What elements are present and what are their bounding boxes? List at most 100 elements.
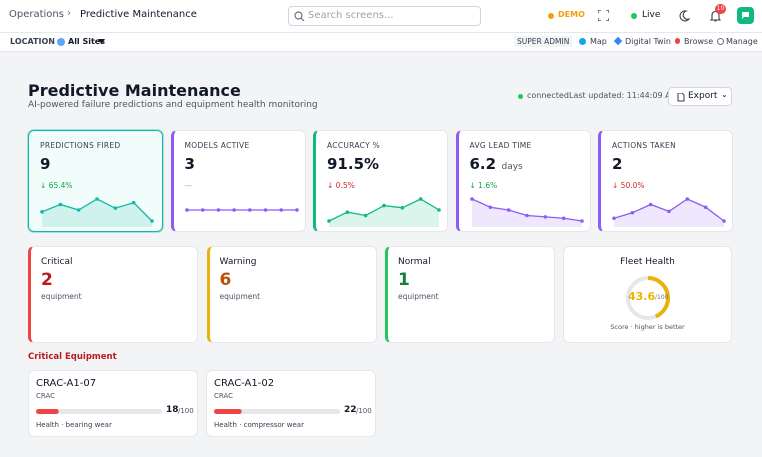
status-unit: equipment [398, 292, 439, 301]
manage-icon [717, 38, 724, 45]
theme-icon[interactable] [679, 10, 690, 22]
sparkline-point [612, 216, 616, 221]
page-subtitle: AI-powered failure predictions and equip… [28, 100, 318, 110]
link[interactable]: Map [590, 37, 607, 46]
kpi-value: 91.5% [327, 155, 380, 173]
link[interactable]: Digital Twin [625, 37, 671, 46]
search[interactable]: Search screens... [288, 6, 481, 26]
sparkline-point [76, 208, 81, 212]
fleet-health-card: Fleet Health 43.6/100 Score · higher is be… [563, 246, 732, 343]
kpi-value: 2 [612, 155, 623, 173]
sparkline-point [150, 219, 154, 223]
kpi-unit: days [501, 162, 523, 172]
separator: › [67, 8, 71, 19]
kpi-label: PREDICTIONS FIRED [40, 141, 121, 150]
health-max: /100 [178, 407, 194, 415]
demo-dot [548, 13, 554, 19]
kpi-delta: ↓ 1.6% [469, 181, 498, 190]
sparkline-point [200, 208, 205, 212]
sparkline-point [506, 208, 510, 212]
status-unit: equipment [219, 292, 261, 301]
sparkline-area [42, 199, 152, 227]
gauge-max: /100 [655, 294, 669, 301]
live-dot [631, 13, 637, 19]
kpi-card[interactable]: ACTIONS TAKEN 2 ↓ 50.0% [598, 130, 733, 232]
gauge-arc [626, 276, 670, 320]
sparkline-point [579, 219, 584, 223]
equipment-card[interactable]: CRAC-A1-02 CRAC 22/100 Health · compressor … [206, 370, 376, 437]
status-value: 6 [219, 270, 232, 290]
globe-icon [57, 38, 65, 46]
kpi-card[interactable]: PREDICTIONS FIRED 9 ↓ 65.4% [28, 130, 163, 232]
chat-button[interactable] [737, 7, 754, 24]
sparkline-point [278, 208, 283, 212]
sparkline-point [113, 206, 118, 210]
status-unit: equipment [41, 292, 82, 301]
sparkline-point [95, 197, 99, 201]
sparkline-point [685, 197, 690, 201]
sparkline [327, 197, 441, 227]
last-updated: Last updated: 11:44:09 AM [569, 91, 678, 100]
sparkline-point [231, 208, 236, 212]
map-icon [579, 38, 586, 45]
sparkline-point [345, 210, 350, 214]
connection-status: connected [527, 91, 569, 100]
kpi-card[interactable]: AVG LEAD TIME 6.2 days ↓ 1.6% [455, 130, 591, 232]
equipment-type: CRAC [36, 392, 56, 400]
sparkline-point [263, 208, 267, 212]
equipment-note: Health · compressor wear [214, 421, 304, 429]
sparkline-point [630, 210, 635, 215]
sparkline [612, 197, 726, 227]
sparkline-point [667, 209, 671, 214]
equipment-name: CRAC-A1-02 [214, 378, 275, 389]
link[interactable]: Browse [684, 37, 714, 46]
export-caret: ⌄ [721, 90, 728, 99]
sparkline-point [418, 197, 423, 201]
equipment-note: Health · bearing wear [36, 421, 112, 429]
sparkline-point [216, 208, 220, 212]
topbar: Operations › Predictive Maintenance Sear… [0, 0, 762, 33]
kpi-card[interactable]: ACCURACY % 91.5% ↓ 0.5% [313, 130, 448, 232]
sparkline-point [648, 202, 653, 207]
health-bar [214, 409, 340, 414]
status-label: Normal [398, 257, 431, 267]
chat-icon [742, 12, 749, 19]
status-dot [518, 94, 523, 99]
export-button[interactable]: Export ⌄ [668, 87, 732, 106]
link[interactable]: Manage [726, 37, 758, 46]
sparkline-point [58, 202, 63, 207]
kpi-card[interactable]: MODELS ACTIVE 3 — [170, 130, 306, 232]
gauge-score: 43.6 [628, 290, 656, 303]
sparkline-point [561, 216, 565, 221]
notification-badge: 10 [715, 4, 726, 14]
sparkline-point [382, 203, 386, 208]
health-bar-track [36, 409, 162, 414]
status-card: Normal 1 equipment [385, 246, 555, 343]
export-label: Export [688, 91, 718, 101]
status-label: Critical [41, 257, 73, 267]
twin-icon [613, 36, 623, 46]
export-icon [677, 93, 685, 102]
health-score: 18 [166, 405, 179, 415]
page-title: Predictive Maintenance [28, 81, 241, 100]
sparkline [184, 208, 299, 212]
caret [98, 39, 105, 44]
breadcrumb[interactable]: Operations [9, 9, 64, 20]
sparkline-point [247, 208, 252, 212]
fullscreen-icon[interactable] [598, 10, 609, 21]
kpi-label: AVG LEAD TIME [469, 141, 532, 150]
equipment-name: CRAC-A1-07 [36, 378, 97, 389]
sparkline-point [469, 197, 474, 201]
gauge [626, 276, 670, 320]
health-score: 22 [344, 405, 357, 415]
section-title: Critical Equipment [28, 352, 117, 362]
status-label: Warning [219, 257, 257, 267]
health-max: /100 [356, 407, 372, 415]
equipment-card[interactable]: CRAC-A1-07 CRAC 18/100 Health · bearing wea… [28, 370, 198, 437]
sparkline [40, 197, 154, 227]
sparkline-point [543, 215, 547, 219]
sparkline [469, 197, 584, 227]
health-bar [36, 409, 162, 414]
location[interactable]: All Sites [68, 37, 105, 46]
